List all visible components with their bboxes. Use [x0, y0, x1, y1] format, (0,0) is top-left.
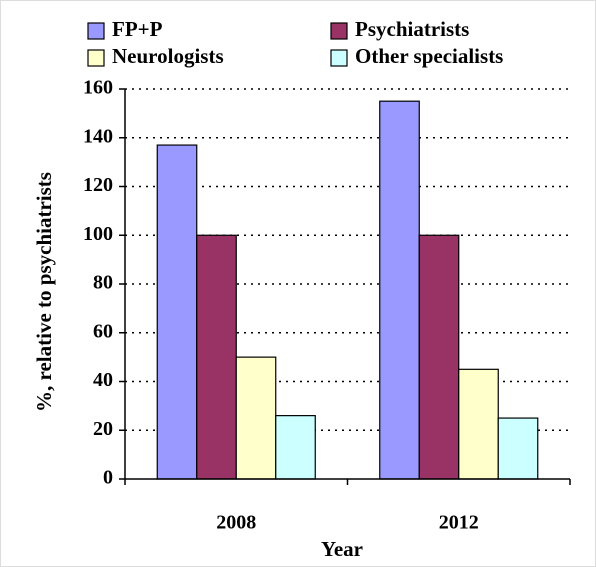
- y-tick-label: 40: [93, 369, 113, 391]
- bar: [275, 415, 316, 480]
- legend-label: Psychiatrists: [355, 17, 469, 41]
- legend-label: Neurologists: [112, 44, 224, 68]
- bar: [418, 234, 460, 480]
- y-axis-label: %, relative to psychiatrists: [32, 172, 56, 412]
- y-tick-label: 140: [83, 125, 113, 147]
- legend-swatch: [87, 49, 105, 67]
- y-tick-label: 120: [83, 174, 113, 196]
- y-tick-label: 0: [103, 467, 113, 489]
- bar: [379, 100, 420, 480]
- x-tick-label: 2008: [216, 512, 256, 534]
- y-tick-label: 60: [93, 320, 113, 342]
- legend-label: Other specialists: [355, 44, 503, 68]
- bar: [497, 417, 539, 480]
- bar: [235, 356, 277, 480]
- bar: [458, 368, 499, 480]
- bar: [156, 144, 198, 480]
- x-axis-label: Year: [321, 537, 363, 561]
- legend-swatch: [330, 22, 348, 40]
- x-tick-label: 2012: [439, 512, 479, 534]
- y-tick-label: 100: [83, 223, 113, 245]
- legend-swatch: [87, 22, 105, 40]
- y-tick-label: 160: [83, 77, 113, 99]
- y-tick-label: 20: [93, 418, 113, 440]
- legend-label: FP+P: [112, 17, 163, 41]
- y-tick-label: 80: [93, 272, 113, 294]
- bar: [196, 234, 237, 480]
- legend-swatch: [330, 49, 348, 67]
